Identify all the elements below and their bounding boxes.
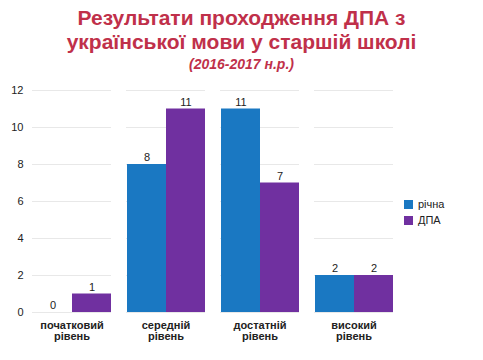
html-text:ДПА: ДПА [418, 214, 441, 226]
svg-text:2: 2 [17, 269, 23, 281]
svg-text:достатнійрівень: достатнійрівень [233, 319, 286, 342]
svg-text:середнійрівень: середнійрівень [142, 319, 191, 342]
svg-text:0: 0 [50, 299, 56, 311]
svg-text:6: 6 [17, 195, 23, 207]
svg-text:11: 11 [180, 96, 191, 108]
svg-text:високийрівень: високийрівень [331, 319, 376, 342]
svg-text:2: 2 [332, 262, 338, 274]
html-text:Результати проходження ДПА з у: Результати проходження ДПА з української… [66, 6, 417, 53]
svg-text:1: 1 [89, 281, 95, 293]
svg-text:10: 10 [11, 121, 23, 133]
svg-text:12: 12 [11, 84, 23, 96]
svg-text:8: 8 [17, 158, 23, 170]
svg-text:11: 11 [235, 96, 246, 108]
svg-text:7: 7 [277, 170, 283, 182]
html-text:(2016-2017 н.р.): (2016-2017 н.р.) [189, 56, 294, 72]
svg-text:2: 2 [371, 262, 377, 274]
svg-text:8: 8 [144, 151, 150, 163]
html-text:річна: річна [418, 198, 445, 210]
svg-text:0: 0 [17, 306, 23, 318]
svg-text:4: 4 [17, 232, 23, 244]
svg-text:початковийрівень: початковийрівень [40, 319, 103, 342]
